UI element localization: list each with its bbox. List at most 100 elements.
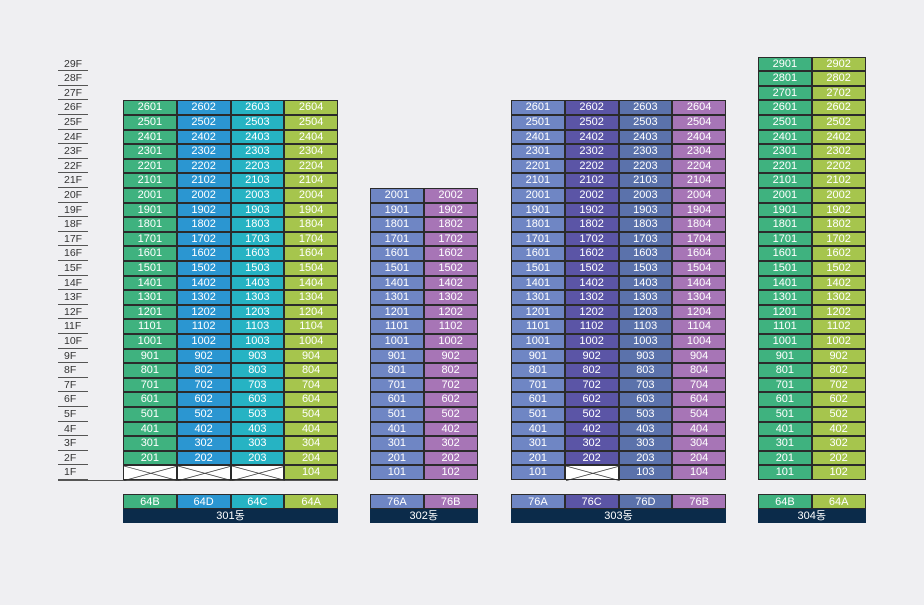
unit-cell: 2502 <box>811 115 866 130</box>
unit-cell: 901 <box>370 348 424 364</box>
floor-label: 9F <box>58 349 88 364</box>
floor-label: 26F <box>58 100 88 115</box>
unit-cell: 202 <box>811 450 866 466</box>
unit-cell: 604 <box>672 392 726 407</box>
unit-cell: 1803 <box>230 217 285 232</box>
unit-cell: 2103 <box>618 173 673 188</box>
unit-cell: 2303 <box>618 144 673 159</box>
unit-cell: 302 <box>811 436 866 451</box>
unit-cell: 301 <box>123 436 177 451</box>
unit-cell: 1802 <box>176 217 231 232</box>
unit-cell: 1701 <box>370 231 424 247</box>
unit-cell: 602 <box>423 392 478 407</box>
unit-cell: 2302 <box>564 144 619 159</box>
unit-cell: 1404 <box>672 275 726 291</box>
unit-cell: 2802 <box>811 71 866 86</box>
unit-cell: 1701 <box>758 231 812 247</box>
unit-cell: 203 <box>618 450 673 466</box>
unit-cell: 302 <box>423 436 478 451</box>
unit-cell: 201 <box>758 450 812 466</box>
floor-label: 24F <box>58 130 88 145</box>
unit-cell: 2002 <box>811 188 866 203</box>
unit-cell: 1301 <box>123 290 177 305</box>
unit-cell: 1601 <box>123 246 177 261</box>
unit-cell: 1204 <box>284 304 338 320</box>
floor-label: 21F <box>58 173 88 188</box>
unit-cell: 1001 <box>370 334 424 349</box>
unit-type-label: 76A <box>511 494 565 509</box>
unit-cell: 703 <box>618 377 673 393</box>
unit-cell: 2403 <box>618 129 673 145</box>
unit-cell: 1704 <box>284 231 338 247</box>
unit-cell: 404 <box>284 421 338 437</box>
unit-cell: 1704 <box>672 231 726 247</box>
floor-label: 5F <box>58 407 88 422</box>
unit-cell: 301 <box>511 436 565 451</box>
empty-unit-cell <box>564 465 620 481</box>
unit-cell: 201 <box>123 450 177 466</box>
unit-cell: 1602 <box>811 246 866 261</box>
unit-cell: 1302 <box>811 290 866 305</box>
unit-cell: 2504 <box>284 115 338 130</box>
unit-cell: 2503 <box>230 115 285 130</box>
unit-cell: 401 <box>370 421 424 437</box>
unit-cell: 101 <box>758 465 812 480</box>
floor-label: 23F <box>58 144 88 159</box>
unit-cell: 1304 <box>284 290 338 305</box>
unit-cell: 2401 <box>758 129 812 145</box>
unit-cell: 2303 <box>230 144 285 159</box>
unit-cell: 1302 <box>423 290 478 305</box>
unit-cell: 2104 <box>672 173 726 188</box>
unit-cell: 1902 <box>564 202 619 218</box>
unit-cell: 903 <box>618 348 673 364</box>
floor-label: 28F <box>58 71 88 86</box>
unit-cell: 2101 <box>758 173 812 188</box>
unit-cell: 702 <box>564 377 619 393</box>
unit-cell: 1702 <box>423 231 478 247</box>
unit-cell: 1504 <box>284 261 338 276</box>
unit-cell: 902 <box>423 348 478 364</box>
unit-cell: 1303 <box>230 290 285 305</box>
unit-cell: 1801 <box>370 217 424 232</box>
floor-label: 19F <box>58 203 88 218</box>
unit-cell: 1001 <box>511 334 565 349</box>
unit-cell: 401 <box>511 421 565 437</box>
unit-cell: 1401 <box>511 275 565 291</box>
unit-cell: 304 <box>284 436 338 451</box>
unit-cell: 402 <box>564 421 619 437</box>
unit-cell: 702 <box>423 377 478 393</box>
unit-cell: 303 <box>618 436 673 451</box>
unit-cell: 1101 <box>123 319 177 334</box>
unit-cell: 403 <box>618 421 673 437</box>
unit-cell: 1202 <box>176 304 231 320</box>
floor-label: 17F <box>58 232 88 247</box>
unit-cell: 1904 <box>284 202 338 218</box>
unit-type-label: 64C <box>230 494 285 509</box>
unit-cell: 1104 <box>284 319 338 334</box>
unit-cell: 1702 <box>811 231 866 247</box>
unit-cell: 402 <box>176 421 231 437</box>
unit-cell: 1701 <box>511 231 565 247</box>
unit-cell: 904 <box>284 348 338 364</box>
unit-cell: 802 <box>423 363 478 378</box>
unit-cell: 801 <box>511 363 565 378</box>
unit-cell: 603 <box>230 392 285 407</box>
unit-cell: 502 <box>176 407 231 422</box>
unit-cell: 203 <box>230 450 285 466</box>
unit-cell: 1201 <box>758 304 812 320</box>
unit-cell: 2404 <box>672 129 726 145</box>
unit-cell: 202 <box>176 450 231 466</box>
unit-type-label: 64A <box>284 494 338 509</box>
unit-cell: 2603 <box>230 100 285 115</box>
unit-cell: 1201 <box>123 304 177 320</box>
floor-label: 4F <box>58 422 88 437</box>
unit-cell: 1901 <box>758 202 812 218</box>
unit-cell: 2502 <box>176 115 231 130</box>
unit-cell: 2404 <box>284 129 338 145</box>
unit-cell: 2902 <box>811 56 866 72</box>
unit-cell: 603 <box>618 392 673 407</box>
unit-cell: 2004 <box>284 188 338 203</box>
unit-cell: 1402 <box>176 275 231 291</box>
unit-cell: 2501 <box>511 115 565 130</box>
unit-cell: 2001 <box>511 188 565 203</box>
